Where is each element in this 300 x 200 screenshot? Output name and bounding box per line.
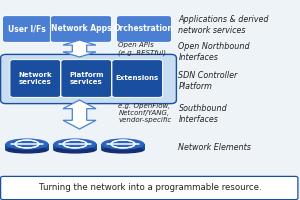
Text: Open Northbound
Interfaces: Open Northbound Interfaces xyxy=(178,42,250,62)
FancyBboxPatch shape xyxy=(2,16,52,42)
FancyBboxPatch shape xyxy=(50,16,112,42)
Text: Orchestration: Orchestration xyxy=(114,24,174,33)
Text: Network Apps: Network Apps xyxy=(51,24,111,33)
FancyBboxPatch shape xyxy=(1,176,298,200)
Text: Network
services: Network services xyxy=(18,72,52,85)
Ellipse shape xyxy=(101,138,145,150)
Polygon shape xyxy=(53,144,97,150)
Text: SDN Controller
Platform: SDN Controller Platform xyxy=(178,71,238,91)
Ellipse shape xyxy=(53,146,97,154)
Text: Turning the network into a programmable resource.: Turning the network into a programmable … xyxy=(39,184,261,192)
Text: Southbound
Interfaces: Southbound Interfaces xyxy=(178,104,227,124)
Ellipse shape xyxy=(53,138,97,150)
Polygon shape xyxy=(5,144,49,150)
FancyBboxPatch shape xyxy=(61,60,112,97)
Polygon shape xyxy=(63,40,96,57)
Text: Applications & derived
network services: Applications & derived network services xyxy=(178,15,269,35)
FancyBboxPatch shape xyxy=(116,16,172,42)
Polygon shape xyxy=(101,144,145,150)
Ellipse shape xyxy=(101,146,145,154)
Text: Network Elements: Network Elements xyxy=(178,142,251,152)
Polygon shape xyxy=(63,100,96,129)
FancyBboxPatch shape xyxy=(112,60,163,97)
FancyBboxPatch shape xyxy=(1,54,176,104)
Text: Open APIs
(e.g. RESTful): Open APIs (e.g. RESTful) xyxy=(118,42,166,56)
Ellipse shape xyxy=(5,146,49,154)
Text: Platform
services: Platform services xyxy=(69,72,103,85)
Text: User I/Fs: User I/Fs xyxy=(8,24,46,33)
Ellipse shape xyxy=(5,138,49,150)
FancyBboxPatch shape xyxy=(10,60,61,97)
Text: e.g. OpenFlow,
Netconf/YANG,
vendor-specific: e.g. OpenFlow, Netconf/YANG, vendor-spec… xyxy=(118,103,172,123)
Text: Extensions: Extensions xyxy=(116,75,159,81)
